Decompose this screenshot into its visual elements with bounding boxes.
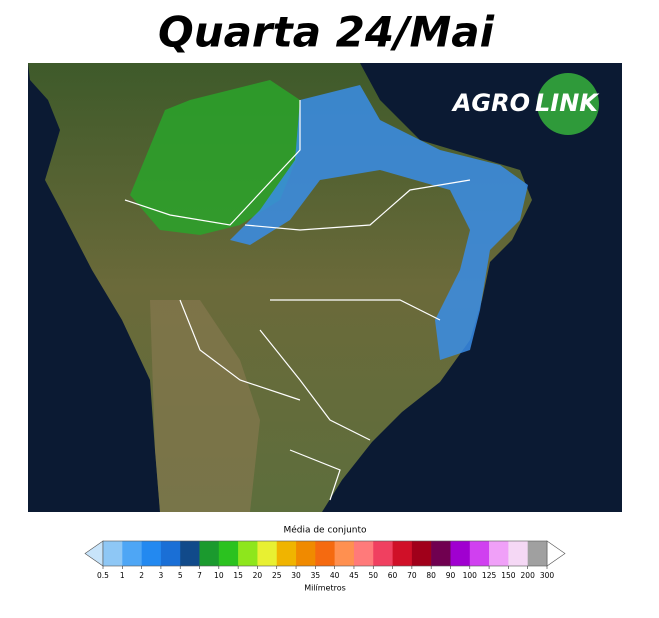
- color-segment: [103, 541, 123, 566]
- color-segment: [431, 541, 451, 566]
- color-segment: [508, 541, 528, 566]
- tick-label: 5: [178, 571, 183, 580]
- tick-label: 30: [291, 571, 301, 580]
- colorbar-unit: Milímetros: [304, 584, 346, 593]
- color-segment: [373, 541, 393, 566]
- tick-label: 15: [233, 571, 243, 580]
- tick-label: 7: [197, 571, 202, 580]
- logo-circle: [537, 73, 599, 135]
- color-segment: [296, 541, 316, 566]
- color-segment: [141, 541, 162, 566]
- tick-label: 200: [521, 571, 536, 580]
- tick-label: 60: [388, 571, 398, 580]
- borders: [124, 100, 471, 501]
- color-segment: [469, 541, 490, 566]
- color-segment: [122, 541, 142, 566]
- tick-label: 3: [159, 571, 164, 580]
- color-segment: [411, 541, 432, 566]
- color-segment: [353, 541, 374, 566]
- title: Quarta 24/Mai: [158, 8, 495, 57]
- color-segment: [160, 541, 181, 566]
- rain-blue: [230, 85, 528, 360]
- logo-link: LINK: [535, 89, 600, 117]
- tick-label: 125: [482, 571, 497, 580]
- color-segment: [180, 541, 200, 566]
- logo-agro: AGRO: [451, 89, 530, 117]
- tick-label: 0.5: [97, 571, 109, 580]
- tick-label: 150: [501, 571, 516, 580]
- andes: [150, 300, 260, 512]
- tick-label: 25: [272, 571, 282, 580]
- color-segment: [527, 541, 548, 566]
- color-segment: [199, 541, 220, 566]
- color-segment: [392, 541, 413, 566]
- tick-label: 2: [139, 571, 144, 580]
- color-segment: [218, 541, 239, 566]
- tick-label: 300: [540, 571, 555, 580]
- colorbar-frame: [102, 540, 548, 567]
- tick-label: 45: [349, 571, 359, 580]
- color-segment: [315, 541, 335, 566]
- colorbar: 0.5 1 2 3 5 7 10 15 20 25 30 35 40 45 50 60 70 80 90 100 125…: [84, 540, 566, 580]
- tick-label: 20: [253, 571, 263, 580]
- map: AGRO LINK: [28, 63, 622, 512]
- color-segment: [276, 541, 297, 566]
- color-segment: [489, 541, 509, 566]
- color-segment: [257, 541, 278, 566]
- tick-label: 1: [120, 571, 125, 580]
- tick-label: 10: [214, 571, 224, 580]
- color-segment: [238, 541, 258, 566]
- color-segment: [334, 541, 355, 566]
- tick-label: 90: [446, 571, 456, 580]
- colorbar-title: Média de conjunto: [283, 525, 367, 536]
- tick-label: 35: [311, 571, 321, 580]
- tick-label: 80: [426, 571, 436, 580]
- tick-label: 50: [368, 571, 378, 580]
- tick-label: 70: [407, 571, 417, 580]
- color-segment: [450, 541, 471, 566]
- tick-label: 40: [330, 571, 340, 580]
- tick-label: 100: [463, 571, 478, 580]
